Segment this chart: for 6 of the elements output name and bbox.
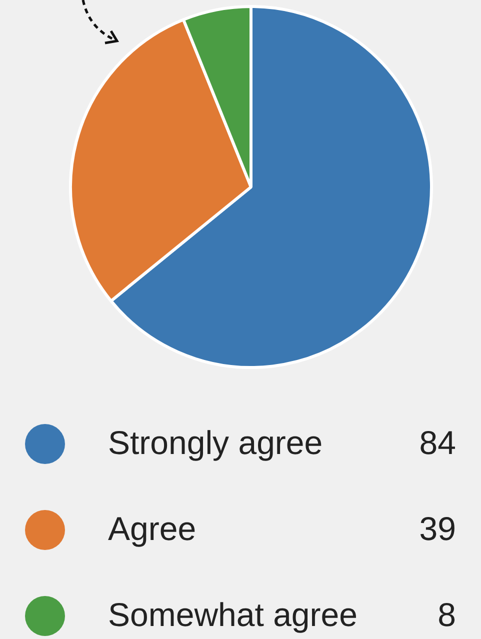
legend-label: Agree [108,510,196,548]
data-label: 39 [419,510,456,548]
data-label: 84 [419,424,456,462]
legend-label: Somewhat agree [108,596,358,634]
data-label: 8 [438,596,456,634]
legend-label: Strongly agree [108,424,323,462]
